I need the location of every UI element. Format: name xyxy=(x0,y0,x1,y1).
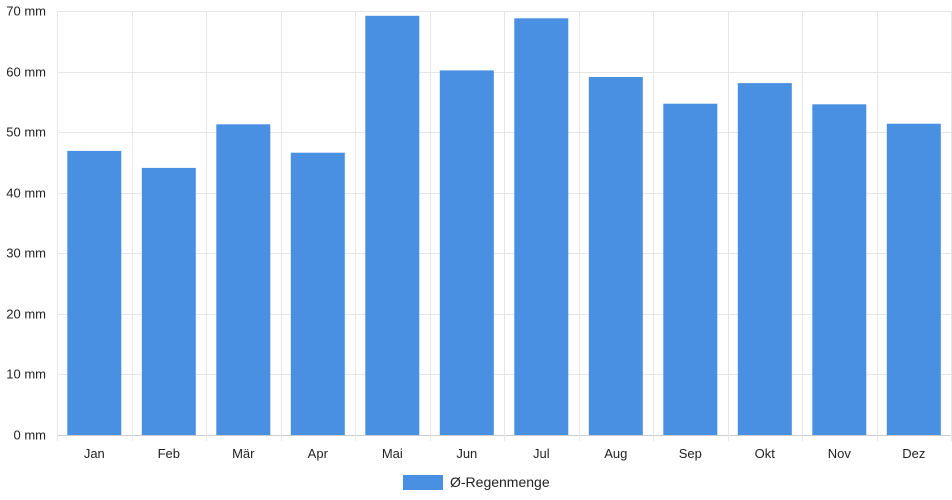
bar-nov[interactable] xyxy=(812,104,867,436)
bar-jun[interactable] xyxy=(439,70,494,436)
legend-label[interactable]: Ø-Regenmenge xyxy=(450,474,550,490)
x-tick-label: Jun xyxy=(456,446,477,461)
y-tick-label: 50 mm xyxy=(6,125,46,140)
x-tick-label: Mai xyxy=(382,446,403,461)
bar-mai[interactable] xyxy=(365,15,420,436)
y-tick-label: 10 mm xyxy=(6,367,46,382)
x-tick-label: Jul xyxy=(533,446,550,461)
bars xyxy=(67,15,941,436)
bar-sep[interactable] xyxy=(663,103,718,435)
x-tick-label: Jan xyxy=(84,446,105,461)
x-tick-label: Nov xyxy=(828,446,852,461)
grid xyxy=(57,11,952,441)
legend-swatch[interactable] xyxy=(403,475,443,490)
y-tick-label: 30 mm xyxy=(6,246,46,261)
bar-jan[interactable] xyxy=(67,150,122,435)
x-tick-label: Mär xyxy=(232,446,255,461)
bar-okt[interactable] xyxy=(737,83,792,435)
y-tick-label: 0 mm xyxy=(14,428,47,443)
x-tick-label: Okt xyxy=(755,446,776,461)
axes: 0 mm 10 mm 20 mm 30 mm 40 mm 50 mm 60 mm 70 mm J… xyxy=(6,4,925,462)
bar-apr[interactable] xyxy=(290,152,345,435)
y-tick-label: 70 mm xyxy=(6,4,46,19)
x-tick-label: Feb xyxy=(158,446,180,461)
bar-jul[interactable] xyxy=(514,18,569,436)
x-tick-label: Aug xyxy=(604,446,627,461)
x-tick-label: Apr xyxy=(308,446,329,461)
y-tick-label: 60 mm xyxy=(6,65,46,80)
y-tick-label: 40 mm xyxy=(6,186,46,201)
y-tick-label: 20 mm xyxy=(6,307,46,322)
bar-dez[interactable] xyxy=(886,123,941,435)
bar-aug[interactable] xyxy=(588,77,643,435)
bar-feb[interactable] xyxy=(141,167,196,435)
x-tick-label: Dez xyxy=(902,446,925,461)
legend[interactable]: Ø-Regenmenge xyxy=(403,474,550,490)
x-tick-label: Sep xyxy=(679,446,702,461)
bar-mär[interactable] xyxy=(216,124,271,436)
